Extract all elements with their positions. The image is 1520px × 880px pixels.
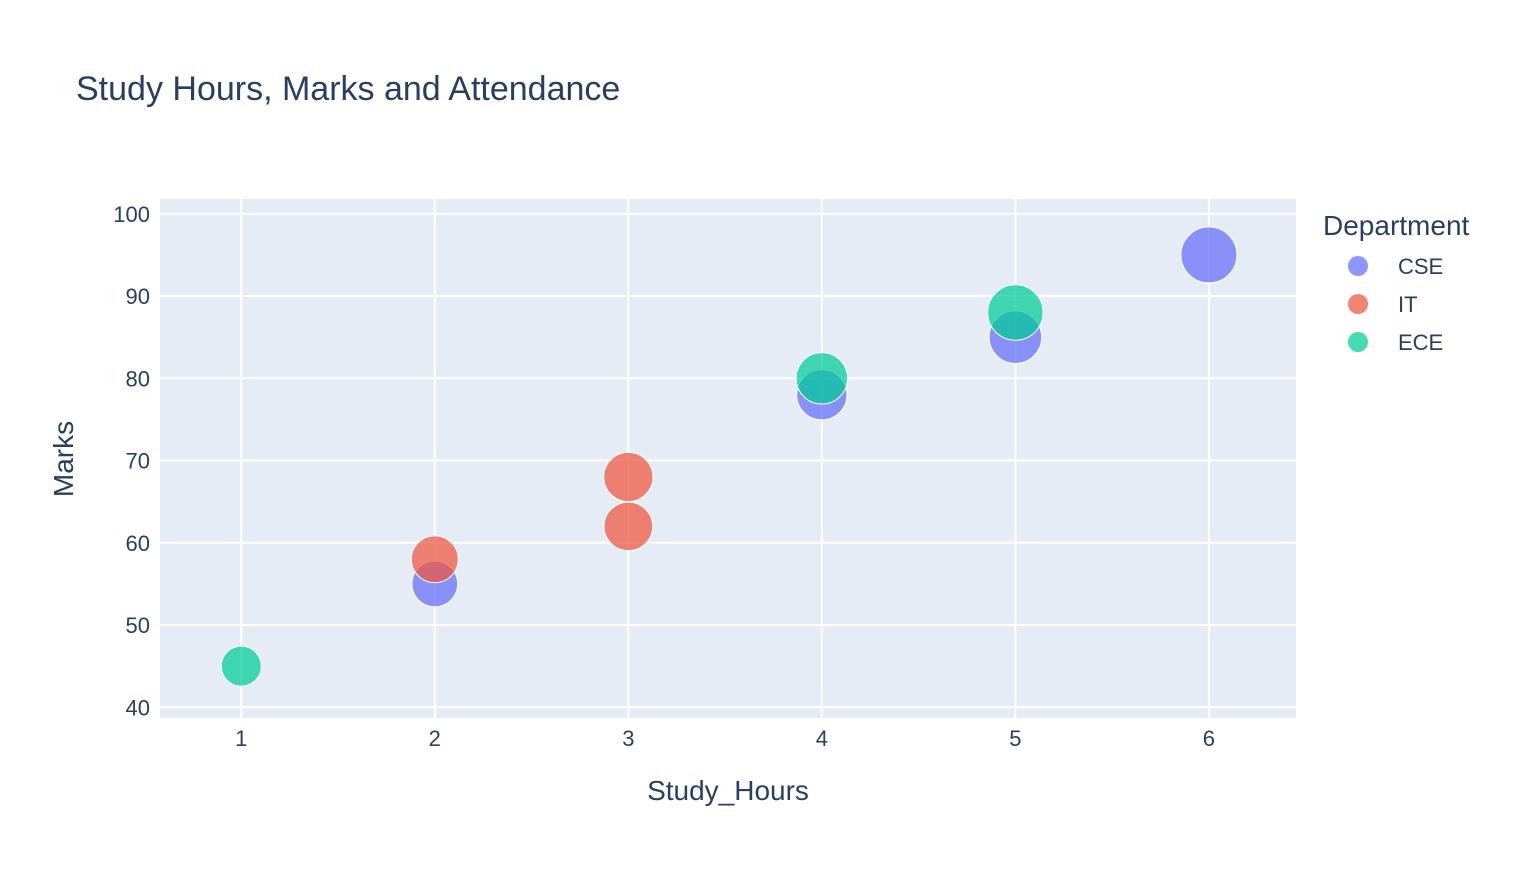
legend-marker xyxy=(1348,256,1368,276)
tick-labels: 1 2 3 4 5 6 40 50 60 70 80 90 100 xyxy=(113,202,1215,751)
x-tick-label: 5 xyxy=(1009,726,1021,751)
y-axis-title: Marks xyxy=(48,421,79,497)
series-ece xyxy=(220,284,1044,687)
legend-label: CSE xyxy=(1398,254,1443,279)
x-tick-label: 4 xyxy=(816,726,828,751)
y-tick-label: 60 xyxy=(126,531,150,556)
x-tick-label: 6 xyxy=(1203,726,1215,751)
legend-item-it[interactable]: IT xyxy=(1348,292,1418,317)
series-it xyxy=(410,451,654,584)
y-tick-label: 100 xyxy=(113,202,150,227)
data-point[interactable] xyxy=(410,535,459,584)
grid-lines xyxy=(160,199,1296,718)
legend-title: Department xyxy=(1323,210,1470,241)
x-tick-label: 2 xyxy=(429,726,441,751)
y-tick-label: 40 xyxy=(126,695,150,720)
y-tick-label: 70 xyxy=(126,449,150,474)
legend-marker xyxy=(1348,294,1368,314)
data-point[interactable] xyxy=(603,501,654,552)
legend-item-ece[interactable]: ECE xyxy=(1348,330,1443,355)
legend-marker xyxy=(1348,332,1368,352)
x-axis-title: Study_Hours xyxy=(647,775,809,806)
x-tick-label: 3 xyxy=(622,726,634,751)
data-point[interactable] xyxy=(987,284,1044,341)
data-point[interactable] xyxy=(603,451,654,503)
data-markers xyxy=(220,226,1238,687)
data-point[interactable] xyxy=(220,645,262,687)
chart-title: Study Hours, Marks and Attendance xyxy=(76,70,620,108)
y-tick-label: 50 xyxy=(126,613,150,638)
legend-label: IT xyxy=(1398,292,1418,317)
plot-area xyxy=(160,199,1296,718)
legend-label: ECE xyxy=(1398,330,1443,355)
data-point[interactable] xyxy=(795,352,849,405)
data-point[interactable] xyxy=(1180,226,1238,284)
legend-item-cse[interactable]: CSE xyxy=(1348,254,1443,279)
y-tick-label: 90 xyxy=(126,284,150,309)
y-tick-label: 80 xyxy=(126,366,150,391)
legend[interactable]: Department CSE IT ECE xyxy=(1323,210,1470,355)
x-tick-label: 1 xyxy=(235,726,247,751)
